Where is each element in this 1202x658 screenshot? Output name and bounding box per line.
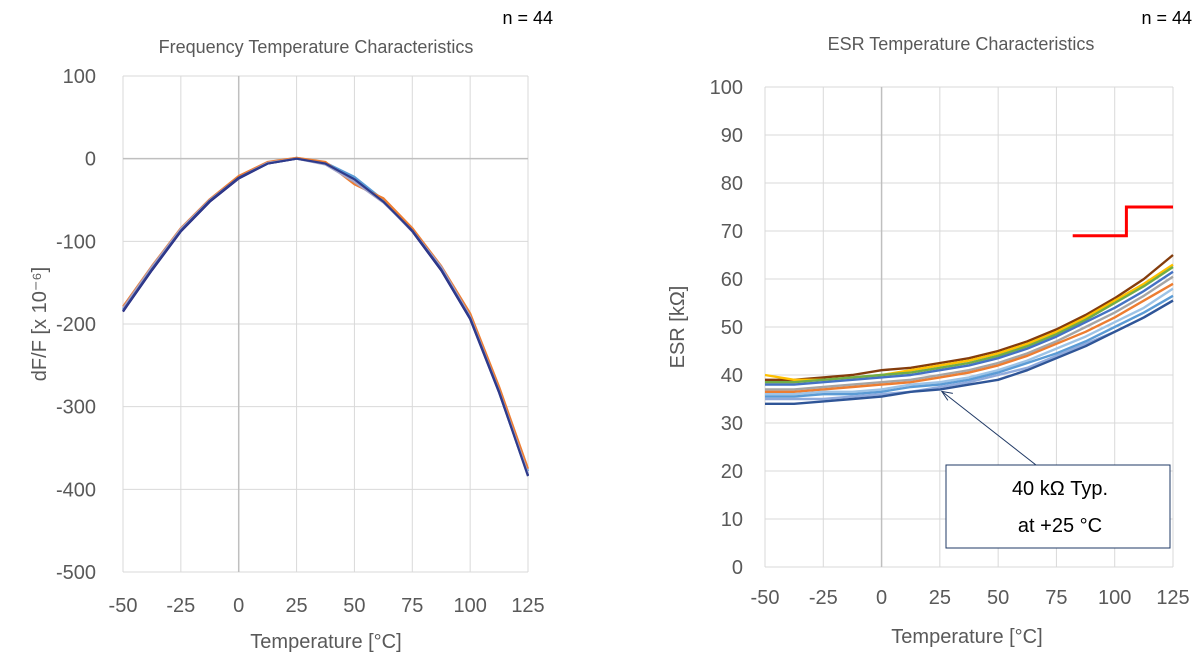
spec-limit-line <box>1072 205 1173 238</box>
frequency-chart-panel: n = 44 Frequency Temperature Characterist… <box>0 0 600 658</box>
y-tick-label: -100 <box>56 231 96 253</box>
x-axis-label: Temperature [°C] <box>250 631 401 653</box>
x-tick-label: -25 <box>809 587 838 609</box>
y-tick-label: 0 <box>732 557 743 579</box>
y-tick-label: 20 <box>721 461 743 483</box>
x-tick-label: 50 <box>987 587 1009 609</box>
sample-count-label: n = 44 <box>502 8 553 28</box>
series-line-1 <box>122 157 530 476</box>
x-tick-label: 75 <box>1045 587 1067 609</box>
x-tick-label: -50 <box>751 587 780 609</box>
annotation-box <box>945 464 1171 549</box>
y-tick-label: -500 <box>56 562 96 584</box>
y-tick-label: 10 <box>721 509 743 531</box>
y-tick-label: 0 <box>85 149 96 171</box>
y-tick-label: 90 <box>721 125 743 147</box>
x-tick-label: 25 <box>285 595 307 617</box>
x-tick-label: -25 <box>166 595 195 617</box>
chart-title: Frequency Temperature Characteristics <box>159 37 474 57</box>
series-line-8 <box>765 294 1174 398</box>
y-tick-label: 30 <box>721 413 743 435</box>
y-tick-label: -200 <box>56 314 96 336</box>
series-line-1 <box>765 254 1174 381</box>
esr-chart-panel: n = 44 ESR Temperature Characteristics 100… <box>600 0 1202 658</box>
series-line-3 <box>765 265 1174 384</box>
x-tick-label: 100 <box>453 595 486 617</box>
x-tick-label: 100 <box>1098 587 1131 609</box>
series-line-5 <box>122 157 530 477</box>
annotation-arrowhead <box>940 390 953 401</box>
y-tick-label: -400 <box>56 479 96 501</box>
y-tick-label: 70 <box>721 221 743 243</box>
x-tick-label: 75 <box>401 595 423 617</box>
y-axis-label: ESR [kΩ] <box>667 286 689 369</box>
series-line-4 <box>765 270 1174 386</box>
y-tick-label: 100 <box>710 77 743 99</box>
series-line-6 <box>765 282 1174 393</box>
annotation-leader-line <box>941 391 1037 466</box>
sample-count-label: n = 44 <box>1141 8 1192 28</box>
x-tick-label: 0 <box>233 595 244 617</box>
y-axis-label: dF/F [x 10⁻⁶] <box>29 267 51 381</box>
chart-title: ESR Temperature Characteristics <box>828 34 1095 54</box>
y-tick-label: 80 <box>721 173 743 195</box>
frequency-chart: n = 44 Frequency Temperature Characterist… <box>29 8 553 653</box>
series-line-5 <box>765 275 1174 391</box>
y-tick-label: -300 <box>56 397 96 419</box>
annotation-text-typ: 40 kΩ Typ. <box>1012 478 1108 500</box>
y-tick-label: 100 <box>63 66 96 88</box>
y-tick-label: 40 <box>721 365 743 387</box>
series-line-10 <box>765 299 1174 405</box>
x-tick-label: 125 <box>511 595 544 617</box>
annotation-text-temp: at +25 °C <box>1018 515 1102 537</box>
x-tick-label: 125 <box>1156 587 1189 609</box>
x-axis-label: Temperature [°C] <box>891 626 1042 648</box>
y-tick-label: 60 <box>721 269 743 291</box>
series-line-7 <box>765 287 1174 396</box>
x-tick-label: 50 <box>343 595 365 617</box>
x-tick-label: 0 <box>876 587 887 609</box>
x-tick-label: -50 <box>109 595 138 617</box>
y-tick-label: 50 <box>721 317 743 339</box>
x-tick-label: 25 <box>929 587 951 609</box>
